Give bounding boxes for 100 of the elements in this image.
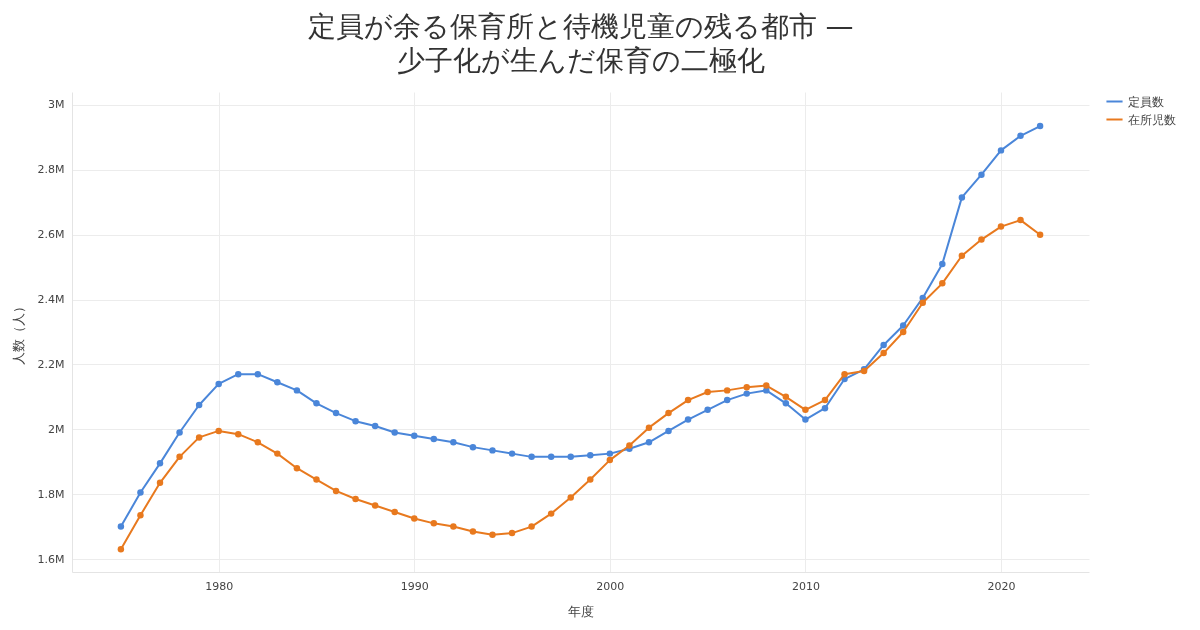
point [880, 341, 887, 349]
point [332, 409, 340, 417]
point [235, 430, 242, 438]
point [176, 453, 183, 461]
point [254, 370, 262, 378]
point [567, 494, 574, 501]
point [371, 422, 379, 430]
point [997, 223, 1005, 230]
point [1036, 122, 1044, 130]
point [704, 406, 711, 414]
point [352, 417, 359, 425]
point [274, 450, 281, 457]
point [763, 382, 770, 389]
point [332, 487, 340, 495]
point [665, 427, 672, 435]
point [1017, 132, 1024, 140]
point [215, 427, 222, 435]
point [802, 406, 809, 414]
chart-title: 定員が余る保育所と待機児童の残る都市 — [307, 10, 854, 43]
point [782, 393, 790, 401]
point [665, 409, 672, 417]
point [156, 460, 164, 467]
point [880, 349, 887, 357]
point [997, 147, 1005, 154]
point [978, 236, 985, 243]
point [293, 387, 301, 394]
point [547, 510, 555, 517]
point [841, 370, 848, 378]
y-axis-title: 人数（人） [10, 300, 26, 365]
point [958, 252, 966, 260]
y-tick-label: 1.8M [37, 487, 65, 501]
point [215, 380, 222, 388]
point [391, 429, 398, 436]
point [1017, 216, 1024, 224]
point [274, 379, 281, 386]
point [919, 299, 926, 307]
point [821, 396, 829, 404]
point [313, 400, 320, 407]
y-tick-label: 2.8M [37, 163, 65, 177]
x-tick-label: 1990 [400, 579, 429, 593]
point [508, 529, 516, 537]
point [587, 452, 594, 459]
point [176, 429, 183, 436]
point [411, 515, 418, 522]
point [411, 432, 418, 440]
point [704, 388, 711, 396]
y-tick-label: 2.4M [37, 293, 65, 307]
point [939, 260, 946, 268]
y-tick-label: 1.6M [37, 552, 65, 566]
legend-label: 定員数 [1128, 94, 1164, 109]
point [587, 476, 594, 483]
point [684, 416, 692, 423]
point [195, 434, 203, 441]
point [430, 435, 438, 443]
point [450, 439, 457, 446]
point [195, 401, 203, 409]
point [117, 546, 125, 553]
point [743, 390, 750, 397]
point [293, 464, 301, 472]
x-tick-label: 2000 [596, 579, 625, 593]
point [528, 453, 535, 461]
x-tick-label: 2020 [987, 579, 1016, 593]
point [684, 396, 692, 404]
point [645, 439, 653, 446]
point [645, 424, 653, 431]
point [802, 416, 809, 423]
point [547, 453, 555, 461]
point [371, 502, 379, 509]
x-tick-label: 1980 [205, 579, 234, 593]
point [606, 456, 614, 464]
point [723, 387, 731, 394]
legend-label: 在所児数 [1128, 112, 1176, 127]
point [821, 404, 829, 412]
point [430, 520, 438, 527]
point [469, 528, 477, 535]
point [743, 383, 750, 391]
point [606, 450, 614, 457]
chart-subtitle: 少子化が生んだ保育の二極化 [396, 44, 765, 77]
point [156, 479, 164, 487]
point [313, 476, 320, 483]
point [254, 439, 262, 446]
point [939, 280, 946, 287]
y-tick-label: 2.6M [37, 228, 65, 242]
point [469, 443, 477, 451]
point [391, 508, 398, 516]
point [978, 171, 985, 178]
point [450, 523, 457, 530]
y-tick-label: 2.2M [37, 357, 65, 371]
point [489, 531, 496, 538]
point [235, 370, 242, 378]
point [528, 523, 535, 530]
point [723, 396, 731, 404]
point [489, 447, 496, 454]
point [137, 512, 144, 519]
point [352, 495, 359, 503]
point [782, 400, 790, 407]
point [567, 453, 574, 461]
x-axis-title: 年度 [568, 603, 594, 619]
point [958, 194, 966, 201]
point [1036, 231, 1044, 238]
